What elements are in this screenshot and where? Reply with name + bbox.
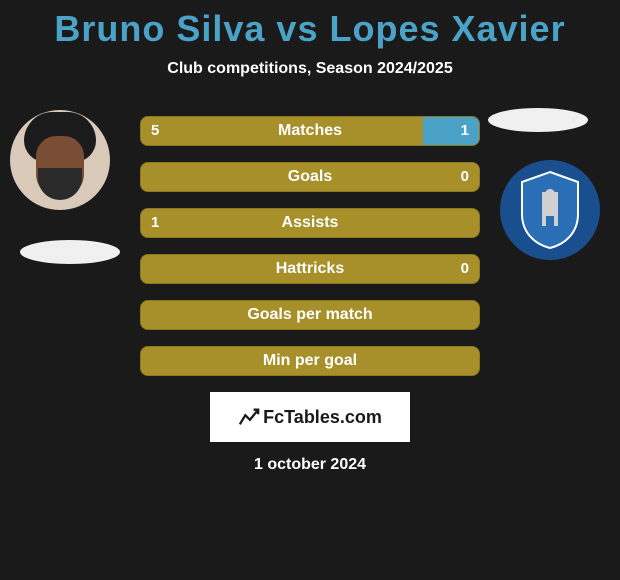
stat-bars: Matches51Goals0Assists1Hattricks0Goals p… xyxy=(140,116,480,376)
stat-label: Matches xyxy=(141,117,479,145)
brand-icon xyxy=(238,406,260,428)
chart-date: 1 october 2024 xyxy=(0,456,620,474)
stat-label: Goals xyxy=(141,163,479,191)
player-left-shadow xyxy=(20,240,120,264)
page-title: Bruno Silva vs Lopes Xavier xyxy=(0,0,620,50)
brand-text: FcTables.com xyxy=(263,407,382,428)
page-subtitle: Club competitions, Season 2024/2025 xyxy=(0,60,620,78)
stat-label: Goals per match xyxy=(141,301,479,329)
stat-row: Assists1 xyxy=(140,208,480,238)
stat-row: Matches5 1 xyxy=(140,116,480,146)
player-left-avatar xyxy=(10,110,110,210)
brand-badge: FcTables.com xyxy=(210,392,410,442)
stat-label: Min per goal xyxy=(141,347,479,375)
comparison-chart: Matches51Goals0Assists1Hattricks0Goals p… xyxy=(0,116,620,376)
stat-row: Hattricks0 xyxy=(140,254,480,284)
stat-label: Hattricks xyxy=(141,255,479,283)
stat-row: Goals per match xyxy=(140,300,480,330)
stat-row: Goals0 xyxy=(140,162,480,192)
stat-value-right: 0 xyxy=(461,163,469,191)
stat-value-right: 1 xyxy=(461,117,469,145)
stat-row: Min per goal xyxy=(140,346,480,376)
player-right-shadow xyxy=(488,108,588,132)
player-right-crest xyxy=(500,160,600,260)
stat-value-right: 0 xyxy=(461,255,469,283)
stat-value-left: 1 xyxy=(151,209,159,237)
stat-value-left: 5 xyxy=(151,117,159,145)
crest-icon xyxy=(516,170,584,250)
stat-label: Assists xyxy=(141,209,479,237)
